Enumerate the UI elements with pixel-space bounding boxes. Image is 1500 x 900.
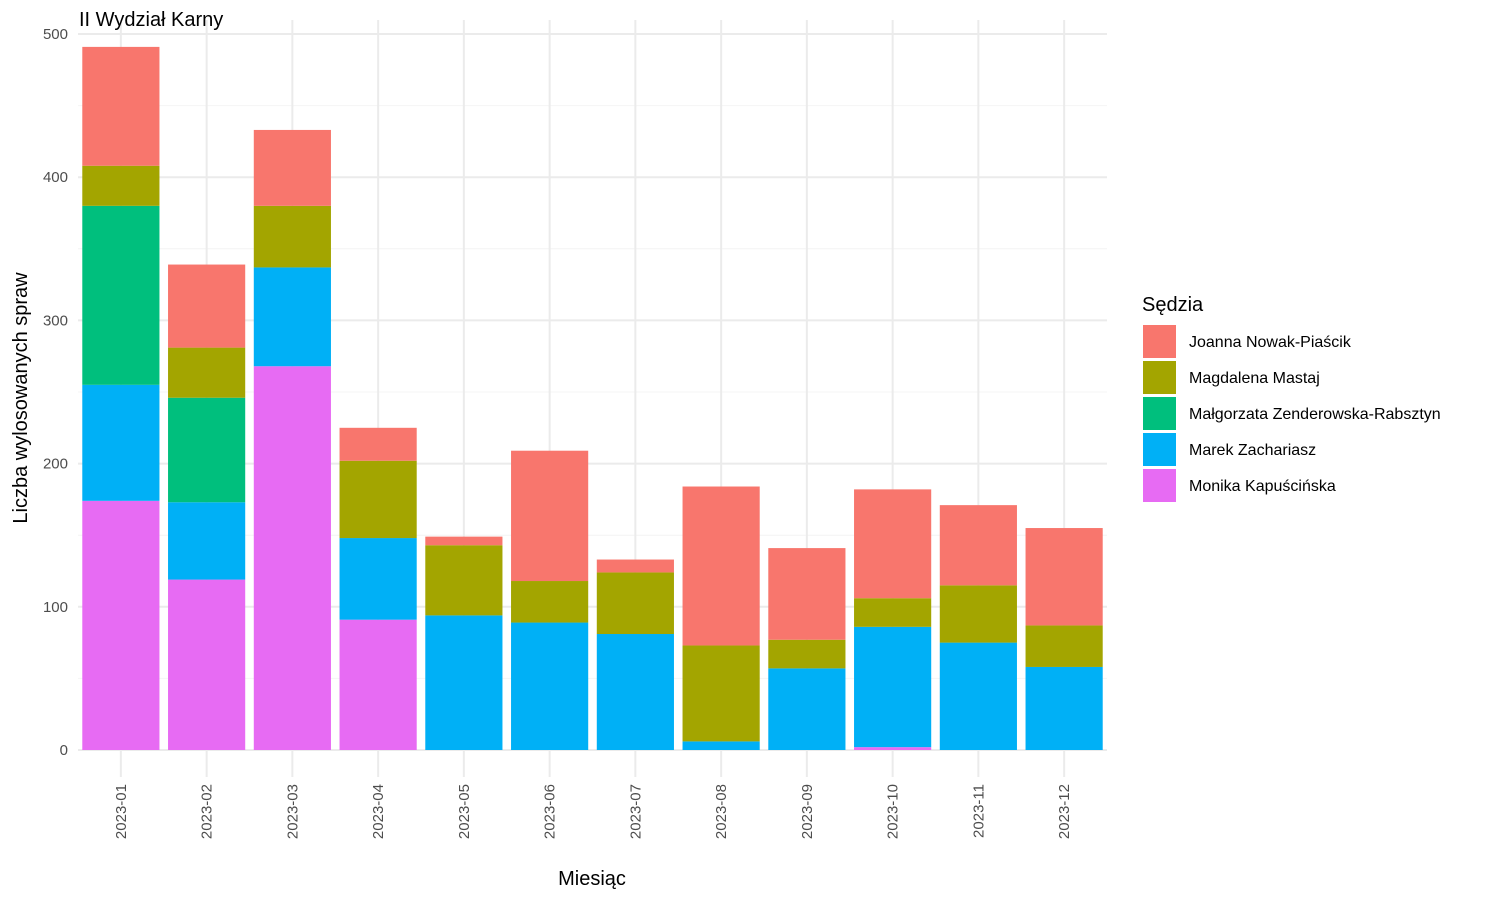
x-tick-label: 2023-03: [284, 784, 301, 839]
bar-segment: [596, 559, 674, 573]
x-axis-title: Miesiąc: [558, 868, 626, 890]
bar-segment: [768, 668, 846, 750]
bar-segment: [511, 622, 589, 750]
x-tick-label: 2023-10: [885, 784, 902, 839]
bar-segment: [768, 639, 846, 669]
x-tick-label: 2023-02: [199, 784, 216, 839]
bar-segment: [425, 545, 503, 616]
legend-items: Joanna Nowak-Piaścik Magdalena Mastaj Małg…: [1143, 325, 1441, 502]
bar-segment: [168, 264, 246, 348]
legend: Sędzia Joanna Nowak-Piaścik Magdalena Mas…: [1142, 294, 1441, 502]
y-axis-title: Liczba wylosowanych spraw: [10, 272, 32, 524]
y-tick-label: 0: [60, 742, 68, 759]
legend-label: Małgorzata Zenderowska-Rabsztyn: [1189, 406, 1441, 423]
bar-segment: [425, 536, 503, 546]
legend-label: Joanna Nowak-Piaścik: [1189, 334, 1352, 351]
bar-segment: [939, 505, 1017, 586]
bar-segment: [511, 450, 589, 582]
x-tick-label: 2023-07: [627, 784, 644, 839]
bar-segment: [1025, 666, 1103, 750]
bar-segment: [854, 489, 932, 599]
legend-label: Marek Zachariasz: [1189, 442, 1316, 459]
x-tick-label: 2023-06: [542, 784, 559, 839]
bar-segment: [339, 619, 417, 750]
bar-segment: [339, 427, 417, 461]
bar-segment: [253, 129, 331, 206]
x-tick-label: 2023-08: [713, 784, 730, 839]
x-tick-label: 2023-11: [970, 784, 987, 838]
y-tick-label: 300: [43, 312, 68, 329]
x-tick-label: 2023-09: [799, 784, 816, 839]
bar-segment: [82, 384, 160, 501]
legend-title: Sędzia: [1142, 294, 1204, 316]
legend-swatch: [1143, 361, 1176, 394]
bar-segment: [168, 347, 246, 398]
y-tick-label: 200: [43, 456, 68, 473]
legend-swatch: [1143, 433, 1176, 466]
x-tick-label: 2023-05: [456, 784, 473, 839]
legend-swatch: [1143, 469, 1176, 502]
bars: [82, 46, 1103, 750]
x-tick-label: 2023-04: [370, 784, 387, 839]
bar-segment: [253, 366, 331, 750]
bar-segment: [168, 502, 246, 580]
bar-segment: [168, 579, 246, 750]
bar-segment: [82, 205, 160, 385]
bar-segment: [939, 585, 1017, 643]
legend-swatch: [1143, 325, 1176, 358]
bar-segment: [425, 615, 503, 750]
legend-label: Monika Kapuścińska: [1189, 478, 1336, 495]
bar-segment: [939, 642, 1017, 750]
bar-segment: [854, 598, 932, 627]
y-tick-label: 100: [43, 599, 68, 616]
legend-label: Magdalena Mastaj: [1189, 370, 1320, 387]
bar-segment: [82, 500, 160, 750]
bar-segment: [854, 747, 932, 750]
bar-segment: [253, 205, 331, 268]
chart-title: II Wydział Karny: [79, 9, 223, 31]
x-tick-label: 2023-01: [113, 784, 130, 839]
legend-swatch: [1143, 397, 1176, 430]
bar-segment: [1025, 625, 1103, 667]
y-axis-ticks: 0 100 200 300 400 500: [43, 26, 68, 759]
x-axis-ticks: 2023-01 2023-02 2023-03 2023-04 2023-05 2023-…: [113, 784, 1073, 839]
bar-segment: [511, 581, 589, 623]
bar-segment: [596, 572, 674, 635]
bar-segment: [82, 165, 160, 206]
bar-segment: [596, 634, 674, 750]
bar-segment: [768, 548, 846, 640]
y-tick-label: 400: [43, 169, 68, 186]
bar-segment: [854, 626, 932, 748]
bar-segment: [168, 397, 246, 503]
bar-segment: [339, 538, 417, 620]
bar-segment: [82, 46, 160, 166]
bar-segment: [682, 741, 760, 750]
bar-segment: [339, 460, 417, 539]
y-tick-label: 500: [43, 26, 68, 43]
bar-segment: [1025, 528, 1103, 626]
x-tick-label: 2023-12: [1056, 784, 1073, 839]
bar-segment: [253, 267, 331, 367]
bar-segment: [682, 645, 760, 742]
bar-segment: [682, 486, 760, 646]
